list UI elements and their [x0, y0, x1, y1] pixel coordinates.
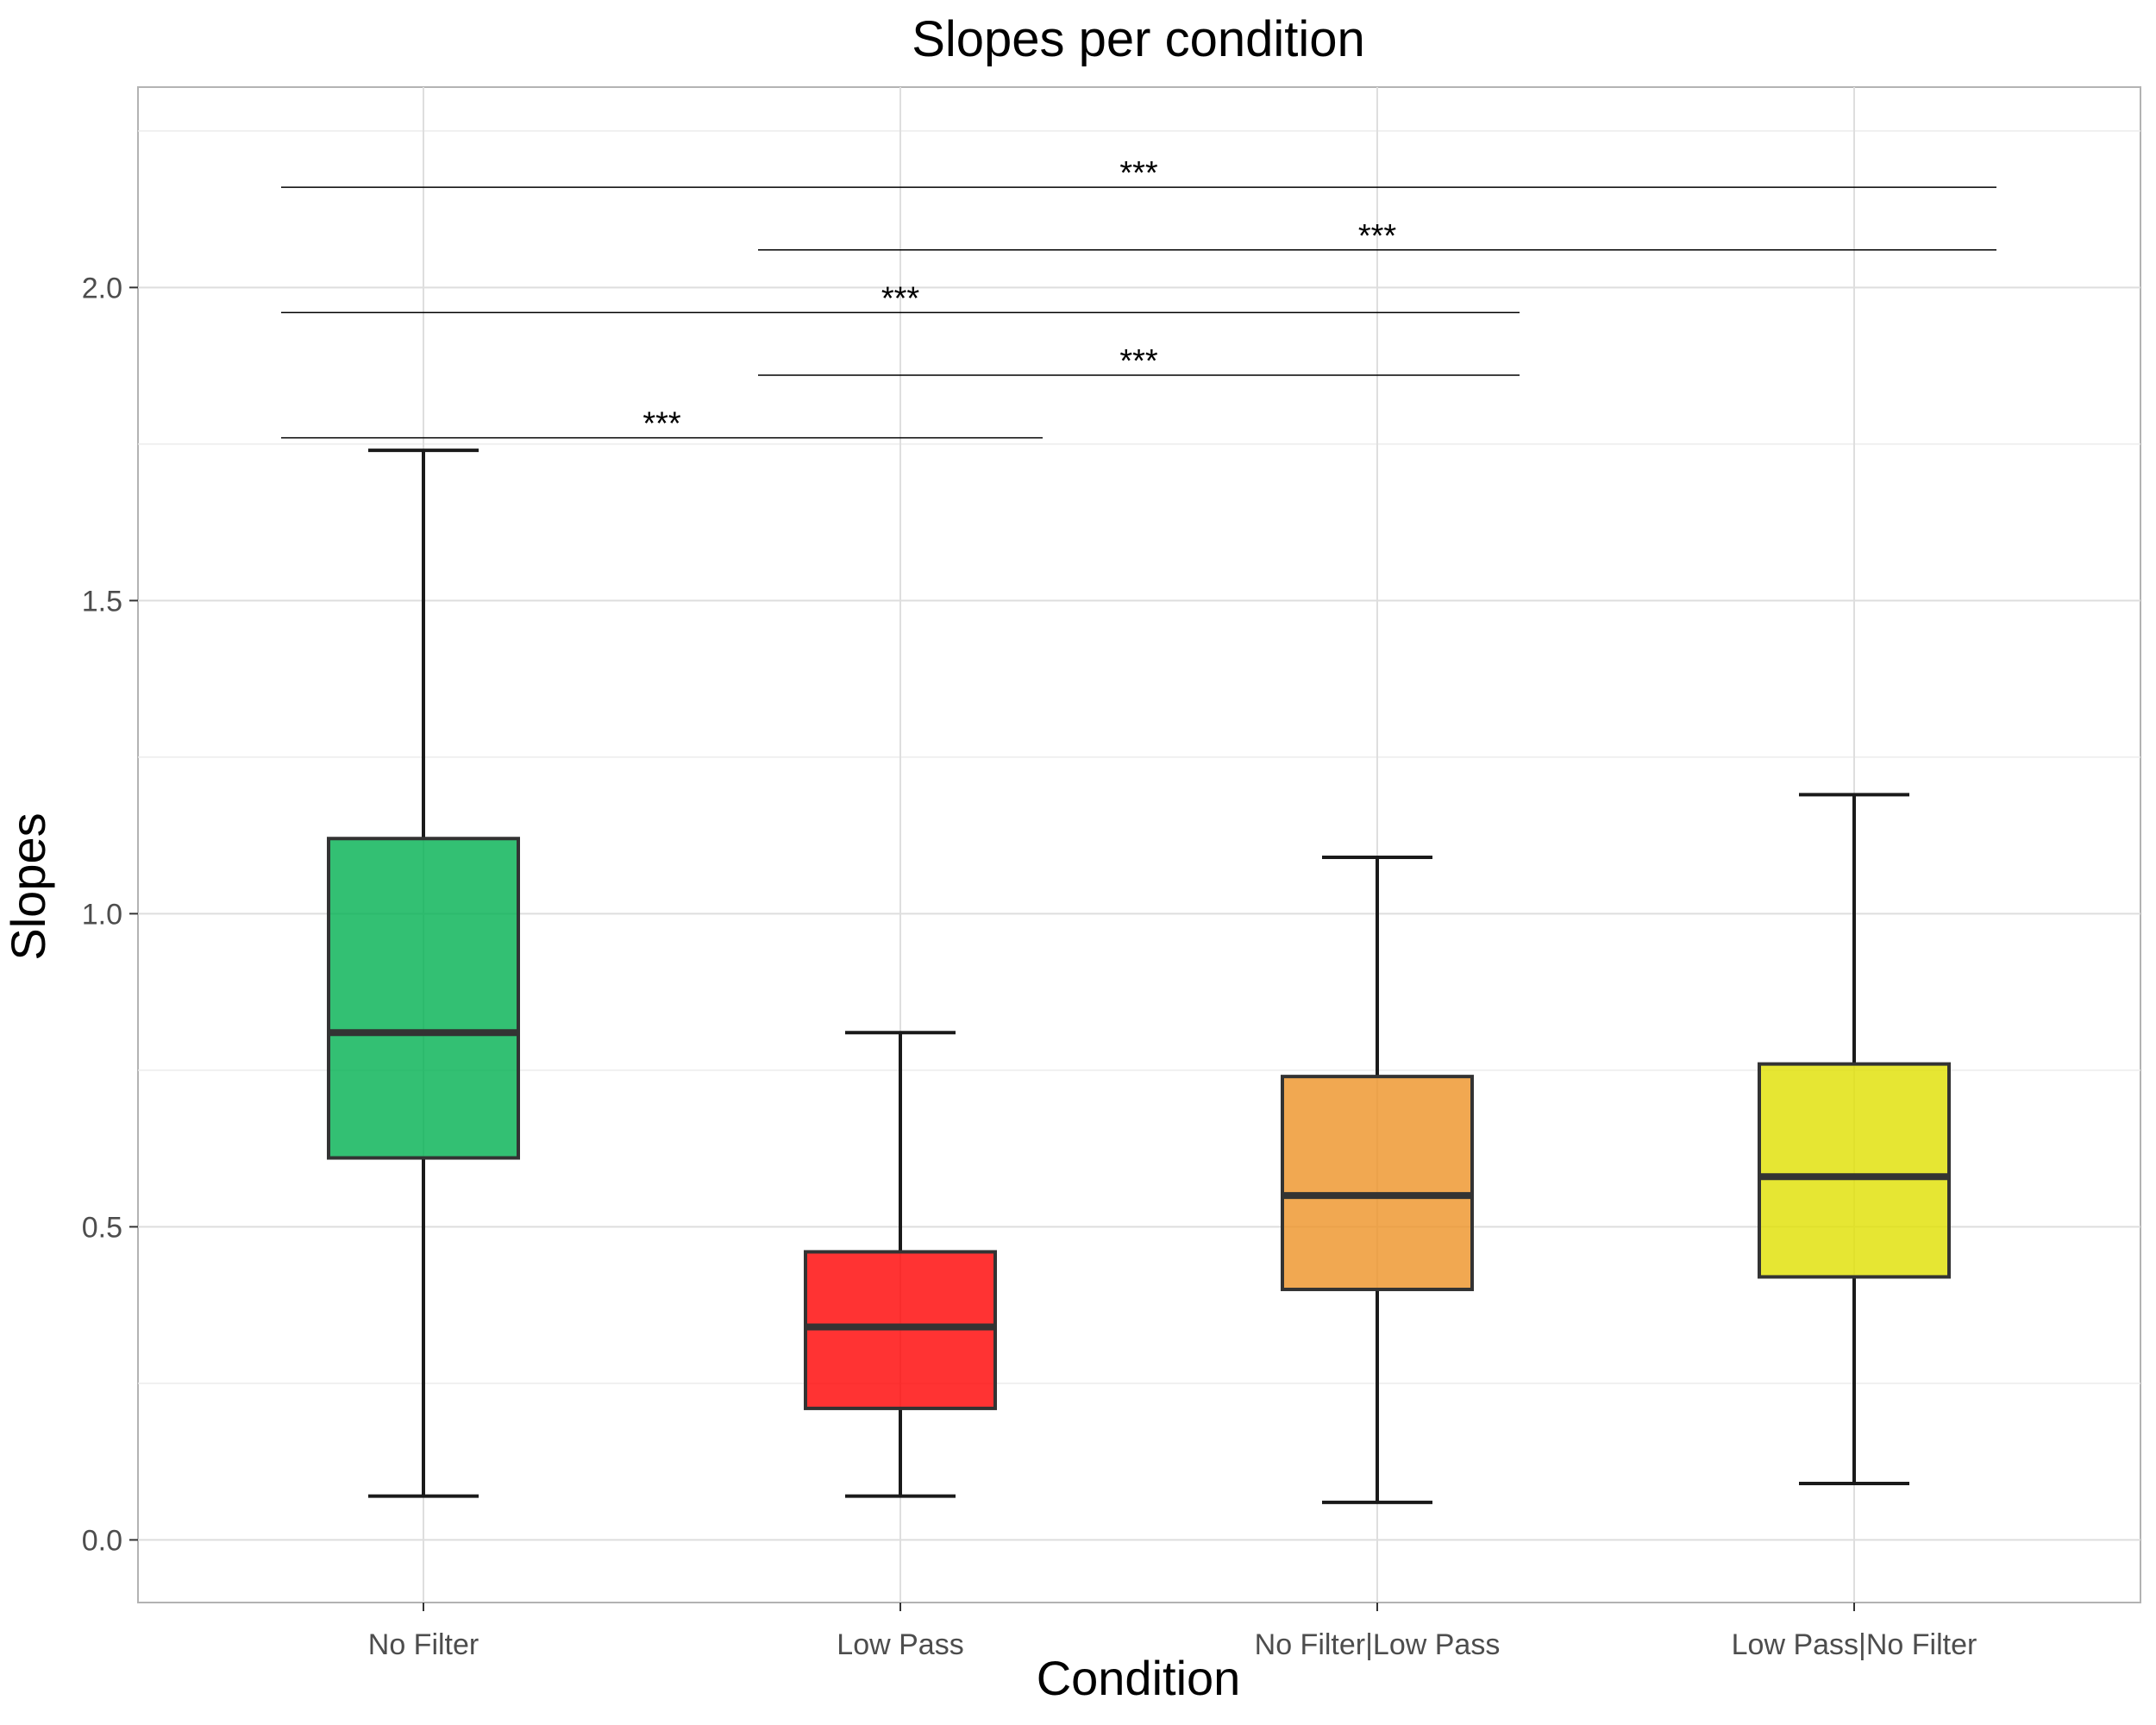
significance-label: *** [642, 406, 681, 442]
x-tick-label: No Filter [368, 1628, 479, 1661]
y-tick-label: 2.0 [82, 272, 122, 304]
chart-title: Slopes per condition [912, 11, 1365, 67]
x-tick-label: Low Pass [837, 1628, 963, 1661]
box-body [1281, 1075, 1474, 1291]
y-tick-label: 0.0 [82, 1524, 122, 1557]
box-body [1758, 1062, 1951, 1279]
plot-area: 0.0 0.5 1.0 1.5 2.0 No Filter Low Pass No Filte… [82, 86, 2141, 1661]
significance-label: *** [881, 280, 920, 317]
significance-label: *** [1358, 218, 1397, 254]
significance-label: *** [1119, 155, 1158, 191]
y-axis-title: Slopes [1, 812, 55, 960]
y-tick-label: 1.0 [82, 898, 122, 931]
y-tick-label: 1.5 [82, 585, 122, 618]
x-tick-label: Low Pass|No Filter [1732, 1628, 1977, 1661]
x-tick-label: No Filter|Low Pass [1255, 1628, 1501, 1661]
panel-border [137, 86, 2141, 1603]
x-axis-title: Condition [1037, 1651, 1241, 1705]
box-body [327, 837, 520, 1160]
significance-label: *** [1119, 343, 1158, 380]
y-tick-label: 0.5 [82, 1211, 122, 1244]
